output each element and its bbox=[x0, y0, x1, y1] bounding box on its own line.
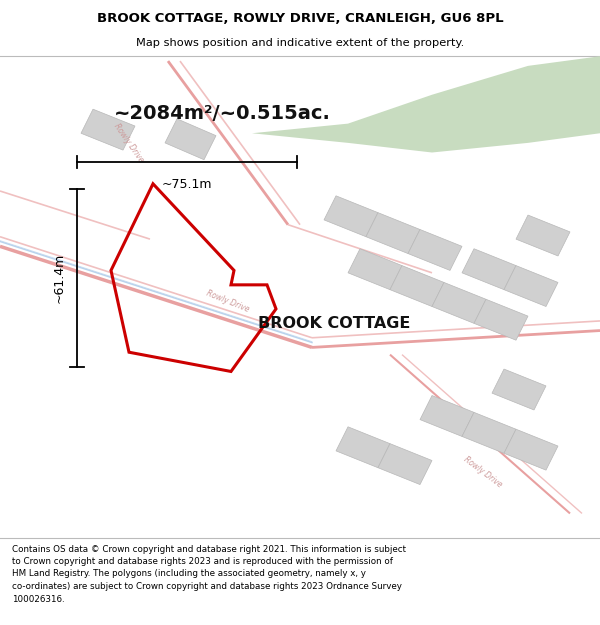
Polygon shape bbox=[462, 412, 516, 453]
Polygon shape bbox=[81, 109, 135, 150]
Polygon shape bbox=[378, 444, 432, 484]
Text: Rowly Drive: Rowly Drive bbox=[205, 289, 251, 314]
Polygon shape bbox=[324, 196, 378, 237]
Polygon shape bbox=[432, 282, 486, 323]
Polygon shape bbox=[366, 213, 420, 254]
Polygon shape bbox=[474, 299, 528, 340]
Text: ~61.4m: ~61.4m bbox=[53, 253, 66, 302]
Polygon shape bbox=[420, 396, 474, 436]
Text: ~75.1m: ~75.1m bbox=[161, 177, 212, 191]
Text: Rowly Drive: Rowly Drive bbox=[112, 122, 146, 164]
Polygon shape bbox=[462, 249, 516, 289]
Polygon shape bbox=[390, 266, 444, 306]
Polygon shape bbox=[165, 119, 216, 160]
Text: BROOK COTTAGE, ROWLY DRIVE, CRANLEIGH, GU6 8PL: BROOK COTTAGE, ROWLY DRIVE, CRANLEIGH, G… bbox=[97, 12, 503, 26]
Polygon shape bbox=[504, 429, 558, 470]
Polygon shape bbox=[336, 427, 390, 468]
Polygon shape bbox=[504, 266, 558, 306]
Polygon shape bbox=[408, 229, 462, 271]
Text: ~2084m²/~0.515ac.: ~2084m²/~0.515ac. bbox=[114, 104, 331, 123]
Text: Rowly Drive: Rowly Drive bbox=[462, 455, 504, 490]
Text: BROOK COTTAGE: BROOK COTTAGE bbox=[258, 316, 410, 331]
Text: Contains OS data © Crown copyright and database right 2021. This information is : Contains OS data © Crown copyright and d… bbox=[12, 544, 406, 604]
Polygon shape bbox=[492, 369, 546, 410]
Text: Map shows position and indicative extent of the property.: Map shows position and indicative extent… bbox=[136, 38, 464, 48]
Polygon shape bbox=[252, 56, 600, 152]
Polygon shape bbox=[348, 249, 402, 289]
Polygon shape bbox=[516, 215, 570, 256]
